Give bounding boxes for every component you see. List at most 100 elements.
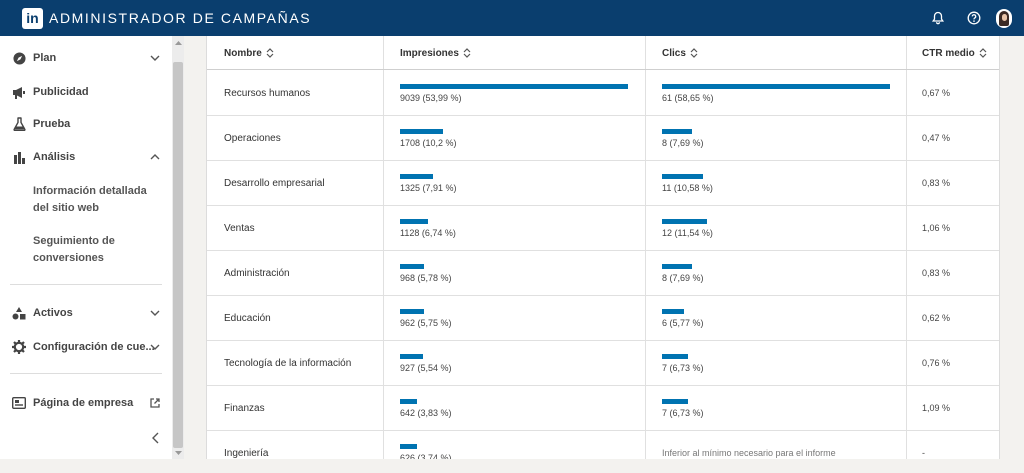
row-name: Ingeniería [224,447,269,459]
impressions-value: 1708 (10,2 %) [400,138,457,148]
divider [10,373,162,374]
sidebar-item-prueba[interactable]: Prueba [0,111,172,137]
sidebar-item-analisis[interactable]: Análisis [0,144,172,170]
company-page-icon [12,396,26,410]
ctr-value: - [922,448,925,458]
megaphone-icon [12,85,26,99]
sort-icon[interactable] [690,48,698,58]
clicks-bar [662,129,692,134]
sidebar-item-publicidad[interactable]: Publicidad [0,79,172,105]
bell-icon[interactable] [920,0,956,36]
sort-icon[interactable] [979,48,987,58]
impressions-value: 1128 (6,74 %) [400,228,456,238]
external-link-icon[interactable] [148,396,162,410]
sidebar-item-activos[interactable]: Activos [0,300,172,326]
sidebar-item-label: Activos [33,307,73,319]
table-row: Administración 968 (5,78 %) 8 (7,69 %) 0,83… [207,251,999,296]
bottom-bar [0,459,1024,473]
flask-icon [12,117,26,131]
table-row: Finanzas 642 (3,83 %) 7 (6,73 %) 1,09 % [207,386,999,431]
sidebar-item-plan[interactable]: Plan [0,45,172,71]
sidebar-subitem-site-insights[interactable]: Información detallada del sitio web [33,185,147,214]
chevron-down-icon[interactable] [148,51,162,65]
table-row: Recursos humanos 9039 (53,99 %) 61 (58,65 … [207,71,999,116]
row-name: Ventas [224,222,255,234]
impressions-bar [400,129,443,134]
table-row: Operaciones 1708 (10,2 %) 8 (7,69 %) 0,47 % [207,116,999,161]
help-icon[interactable] [956,0,992,36]
chevron-down-icon[interactable] [148,340,162,354]
table-row: Tecnología de la información 927 (5,54 %)… [207,341,999,386]
row-name: Recursos humanos [224,87,311,99]
clicks-bar [662,84,890,89]
sort-icon[interactable] [266,48,274,58]
impressions-value: 1325 (7,91 %) [400,183,457,193]
impressions-value: 9039 (53,99 %) [400,93,462,103]
impressions-value: 626 (3,74 %) [400,453,452,463]
sidebar-item-label: Prueba [33,118,71,130]
bar-chart-icon [12,150,26,164]
table-row: Ingeniería 626 (3,74 %) Inferior al mínimo… [207,431,999,473]
clicks-value: 8 (7,69 %) [662,138,704,148]
table-header: Nombre Impresiones Clics CTR medio [207,36,999,70]
impressions-value: 962 (5,75 %) [400,318,452,328]
clicks-below-threshold-note: Inferior al mínimo necesario para el inf… [662,448,836,458]
row-name: Administración [224,267,290,279]
chevron-down-icon[interactable] [148,306,162,320]
row-name: Finanzas [224,402,265,414]
sidebar-item-configuracion[interactable]: Configuración de cue... [0,334,172,360]
impressions-bar [400,399,417,404]
column-header-clicks[interactable]: Clics [662,36,698,70]
clicks-value: 61 (58,65 %) [662,93,714,103]
scroll-up-icon[interactable] [174,38,182,46]
sidebar-scroll-thumb[interactable] [173,62,183,448]
ctr-value: 0,67 % [922,88,951,98]
sidebar-item-company-page[interactable]: Página de empresa [0,390,172,416]
gear-icon [12,340,26,354]
clicks-value: 11 (10,58 %) [662,183,713,193]
clicks-bar [662,219,707,224]
scroll-down-icon[interactable] [174,449,182,457]
column-header-name[interactable]: Nombre [224,36,274,70]
sort-icon[interactable] [463,48,471,58]
impressions-bar [400,444,417,449]
clicks-bar [662,354,688,359]
ctr-value: 0,47 % [922,133,951,143]
table-row: Educación 962 (5,75 %) 6 (5,77 %) 0,62 % [207,296,999,341]
ctr-value: 1,06 % [922,223,951,233]
row-name: Operaciones [224,132,281,144]
clicks-bar [662,309,684,314]
impressions-value: 642 (3,83 %) [400,408,452,418]
clicks-value: 7 (6,73 %) [662,363,704,373]
ctr-value: 0,62 % [922,313,951,323]
chevron-up-icon[interactable] [148,150,162,164]
sidebar-item-label: Análisis [33,151,76,163]
ctr-value: 0,76 % [922,358,951,368]
linkedin-logo[interactable]: in [22,7,43,29]
impressions-bar [400,174,433,179]
clicks-bar [662,264,692,269]
impressions-bar [400,309,424,314]
row-name: Desarrollo empresarial [224,177,325,189]
sidebar-item-label: Página de empresa [33,397,134,409]
sidebar-subitem-conversions[interactable]: Seguimiento de conversiones [33,235,115,264]
divider [10,284,162,285]
impressions-value: 927 (5,54 %) [400,363,452,373]
impressions-bar [400,84,628,89]
sidebar: Plan Publicidad Prueba Análisis Informac… [0,36,172,473]
top-bar: in ADMINISTRADOR DE CAMPAÑAS [0,0,1024,36]
impressions-bar [400,354,423,359]
clicks-value: 7 (6,73 %) [662,408,704,418]
sidebar-item-label: Configuración de cue... [33,341,155,353]
column-header-impressions[interactable]: Impresiones [400,36,471,70]
app-title: ADMINISTRADOR DE CAMPAÑAS [49,10,312,26]
clicks-value: 6 (5,77 %) [662,318,704,328]
sidebar-item-label: Plan [33,52,57,64]
clicks-bar [662,399,688,404]
column-header-ctr[interactable]: CTR medio [922,36,987,70]
avatar[interactable] [996,8,1012,28]
impressions-bar [400,264,424,269]
demographics-table: Nombre Impresiones Clics CTR medio Recur… [206,36,1000,473]
collapse-sidebar-button[interactable] [148,429,162,447]
row-name: Educación [224,312,271,324]
